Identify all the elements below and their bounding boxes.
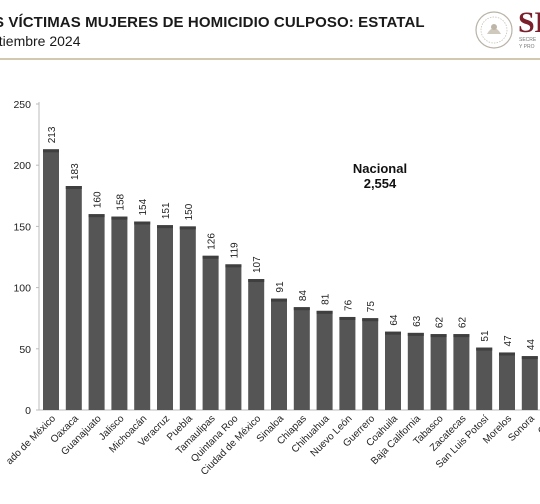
y-tick-label: 150 [13,221,31,233]
national-total: Nacional 2,554 [340,161,420,191]
bar-value-label: 158 [115,193,126,210]
bar-cap [430,334,447,338]
bar [385,331,401,410]
y-tick-label: 50 [19,344,31,356]
bar-cap [225,264,242,268]
bar [362,318,379,410]
bar-value-label: 150 [184,203,195,220]
bar [293,307,310,410]
bar-cap [385,331,401,335]
bar [476,347,493,410]
bar-cap [111,216,128,220]
bar-value-label: 213 [47,126,58,143]
bar-value-label: 126 [207,233,218,250]
bar-cap [271,298,287,302]
bar-value-label: 91 [275,281,286,293]
bars [43,149,538,410]
agency-logo: SE [518,6,540,39]
bar-cap [476,347,493,351]
value-labels: 213 183 160 158 154 151 150 126 119 107 91 84 81 76 75… [47,126,537,350]
bar-cap [65,186,82,190]
header-divider [0,58,540,60]
bar [134,221,151,410]
bar-cap [179,226,196,230]
category-label: Sonora [506,413,537,444]
bar [499,352,515,410]
bar [202,255,219,410]
bar [453,334,470,410]
y-tick-label: 250 [13,99,31,111]
bar-value-label: 107 [252,256,263,273]
agency-logo-sub-line1: SECRE [519,37,537,43]
chart-subtitle: ptiembre 2024 [0,33,81,49]
bar-value-label: 119 [229,242,240,258]
y-tick-label: 200 [13,160,31,172]
agency-logo-subtitle: SECRE Y PRO [519,37,536,51]
bar-cap [248,279,265,283]
bar [43,149,59,410]
bar-cap [521,356,538,360]
bar-cap [43,149,59,153]
bar-cap [407,332,424,336]
bar [271,298,287,410]
bar-value-label: 160 [93,191,104,208]
bar-cap [499,352,515,356]
agency-logo-sub-line2: Y PRO [519,44,535,50]
bar-value-label: 84 [298,290,309,302]
category-labels: ado de MéxicoOaxacaGuanajuatoJaliscoMich… [4,413,540,478]
bar [339,316,356,410]
y-tick-label: 100 [13,283,31,295]
category-label: Quer [536,413,540,437]
y-tick-label: 0 [25,405,31,417]
bar-value-label: 151 [161,202,172,219]
bar-value-label: 183 [70,163,81,180]
national-seal-icon [475,11,513,49]
bar [316,310,333,410]
bar [179,226,196,410]
chart-title: S VÍCTIMAS MUJERES DE HOMICIDIO CULPOSO:… [0,14,425,31]
bar [65,186,82,410]
y-axis: 0 50 100 150 200 250 [13,99,40,417]
bar-value-label: 76 [343,299,354,311]
bar [407,332,424,410]
bar [157,225,173,410]
bar [88,214,105,410]
bar-value-label: 63 [412,315,423,327]
bar-value-label: 62 [457,317,468,329]
national-total-value: 2,554 [363,176,397,191]
bar [111,216,128,410]
bar-value-label: 62 [435,317,446,329]
bar-value-label: 81 [321,293,332,305]
bar-cap [157,225,173,229]
bar [430,334,447,410]
bar-value-label: 154 [138,198,149,215]
bar-value-label: 47 [503,335,514,347]
bar-cap [293,307,310,311]
bar [248,279,265,410]
bar-cap [88,214,105,218]
bar-value-label: 51 [480,330,491,342]
bar [521,356,538,410]
bar-value-label: 75 [366,301,377,313]
bar-value-label: 44 [526,339,537,351]
national-total-label: Nacional [352,161,408,176]
bar-cap [202,255,219,259]
bar-cap [362,318,379,322]
bar-cap [316,310,333,314]
bar-cap [339,316,356,320]
bar-value-label: 64 [389,314,400,326]
bar-cap [453,334,470,338]
bar [225,264,242,410]
bar-cap [134,221,151,225]
